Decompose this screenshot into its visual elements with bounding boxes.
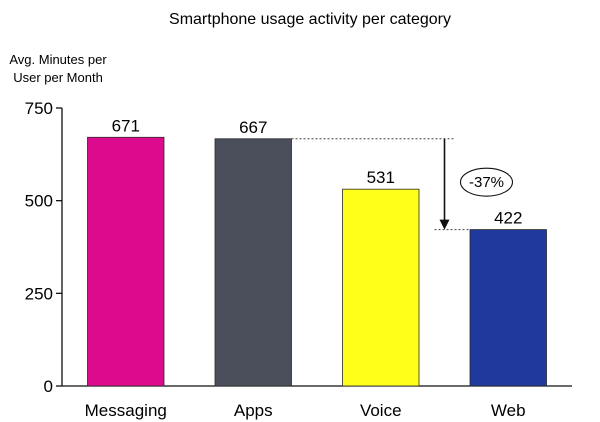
category-label: Voice — [360, 401, 402, 420]
value-labels: 671 667 531 422 — [112, 116, 523, 227]
change-label: -37% — [469, 174, 504, 191]
y-tick-label: 500 — [25, 192, 53, 211]
change-ellipse — [459, 167, 514, 197]
category-label: Apps — [234, 401, 273, 420]
category-label: Web — [491, 401, 526, 420]
y-tick-label: 250 — [25, 284, 53, 303]
down-arrow-head-icon — [439, 219, 450, 230]
y-axis-label-line-1: Avg. Minutes per — [9, 52, 107, 67]
y-tick-label: 0 — [44, 377, 53, 396]
bar-web — [469, 229, 547, 387]
value-label: 671 — [112, 116, 140, 135]
bar-apps — [214, 138, 292, 387]
bar-messaging — [87, 136, 165, 387]
y-axis-label-line-2: User per Month — [13, 70, 103, 85]
change-annotation: -37% — [291, 138, 514, 231]
category-labels: Messaging Apps Voice Web — [85, 401, 526, 420]
y-tick-label: 750 — [25, 99, 53, 118]
y-ticks: 0 250 500 750 — [25, 99, 62, 396]
value-label: 531 — [367, 168, 395, 187]
category-label: Messaging — [85, 401, 167, 420]
bar-voice — [342, 188, 420, 387]
chart-title: Smartphone usage activity per category — [169, 11, 451, 28]
bars — [87, 136, 547, 387]
value-label: 422 — [494, 209, 522, 228]
value-label: 667 — [239, 118, 267, 137]
